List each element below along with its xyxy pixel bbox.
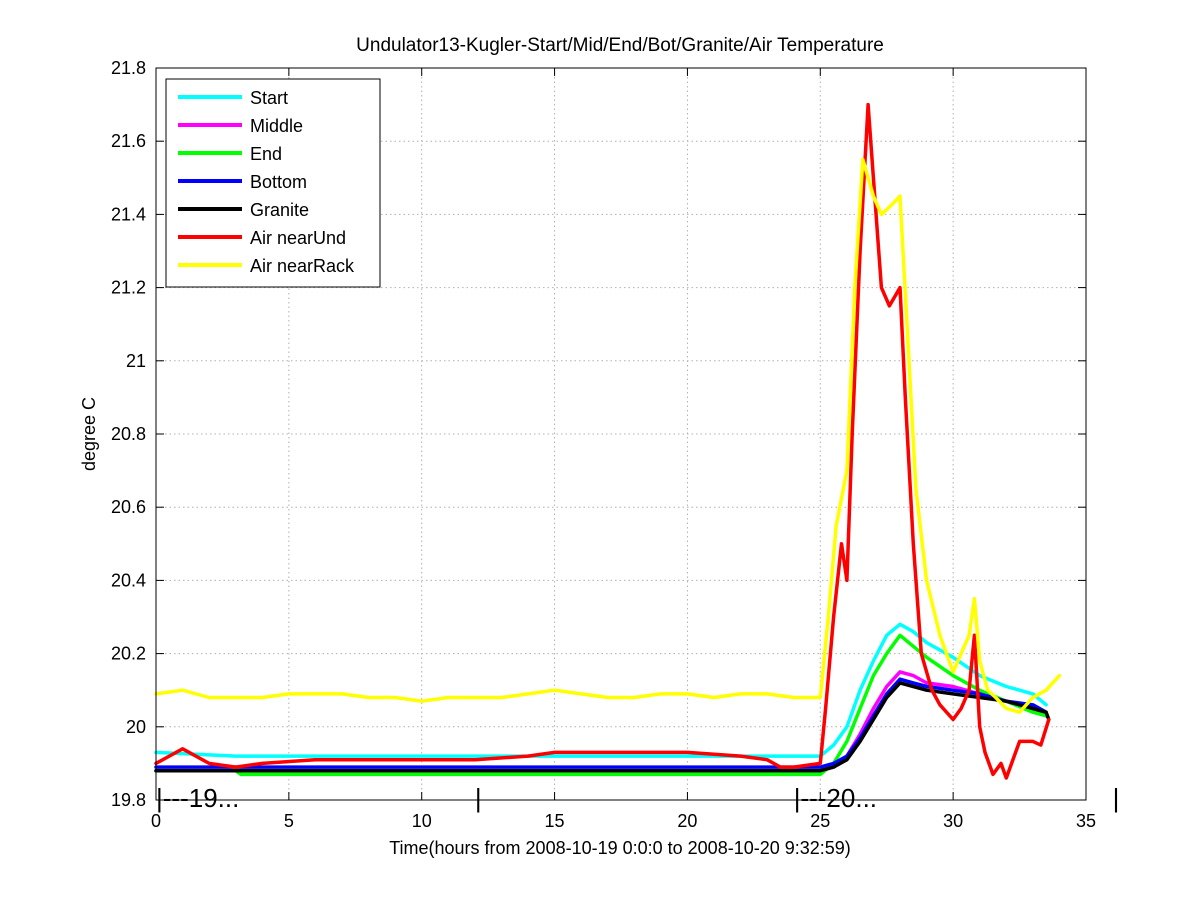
series-line-air-nearrack xyxy=(154,157,1062,714)
x-tick-label: 20 xyxy=(677,811,697,831)
legend: Start Middle End Bottom Granite Air nearUnd Ai… xyxy=(165,78,381,288)
y-tick-label: 21.8 xyxy=(111,58,146,78)
y-tick-label: 19.8 xyxy=(111,790,146,810)
legend-label-start: Start xyxy=(250,88,288,108)
x-tick-label: 10 xyxy=(412,811,432,831)
y-tick-label: 21.4 xyxy=(111,204,146,224)
series-lines xyxy=(154,102,1062,780)
date-marker-annotation: |---19... xyxy=(156,783,239,813)
date-marker-annotation: | xyxy=(1113,783,1120,813)
y-axis-label: degree C xyxy=(79,397,99,471)
annotations: |---19... | |---20... | xyxy=(156,783,1119,813)
date-marker-annotation: | xyxy=(475,783,482,813)
series-line-bottom xyxy=(154,677,1048,769)
series-line-granite xyxy=(154,681,1051,773)
legend-label-air-nearund: Air nearUnd xyxy=(250,228,346,248)
legend-label-bottom: Bottom xyxy=(250,172,307,192)
x-tick-label: 0 xyxy=(151,811,161,831)
x-tick-label: 30 xyxy=(943,811,963,831)
date-marker-annotation: |---20... xyxy=(794,783,877,813)
plot-frame xyxy=(155,67,1087,801)
legend-label-granite: Granite xyxy=(250,200,309,220)
y-tick-label: 20.8 xyxy=(111,424,146,444)
y-tick-label: 20.2 xyxy=(111,644,146,664)
y-tick-label: 21.6 xyxy=(111,131,146,151)
axis-ticks: 0 5 10 15 20 25 30 35 19.8 20 20.2 20.4 20.6 20.8 21 21… xyxy=(111,58,1096,831)
legend-label-middle: Middle xyxy=(250,116,303,136)
legend-label-end: End xyxy=(250,144,282,164)
x-tick-label: 35 xyxy=(1076,811,1096,831)
legend-label-air-nearrack: Air nearRack xyxy=(250,256,355,276)
y-tick-label: 20.6 xyxy=(111,497,146,517)
chart-title: Undulator13-Kugler-Start/Mid/End/Bot/Gra… xyxy=(356,35,884,56)
series-line-end xyxy=(154,633,1048,777)
series-line-air-nearund xyxy=(154,102,1051,780)
y-tick-label: 20.4 xyxy=(111,570,146,590)
x-tick-label: 5 xyxy=(284,811,294,831)
x-tick-label: 25 xyxy=(810,811,830,831)
y-tick-label: 21.2 xyxy=(111,278,146,298)
x-tick-label: 15 xyxy=(545,811,565,831)
grid xyxy=(156,68,1086,800)
y-tick-label: 21 xyxy=(126,351,146,371)
x-axis-label: Time(hours from 2008-10-19 0:0:0 to 2008… xyxy=(389,838,851,858)
y-tick-label: 20 xyxy=(126,717,146,737)
